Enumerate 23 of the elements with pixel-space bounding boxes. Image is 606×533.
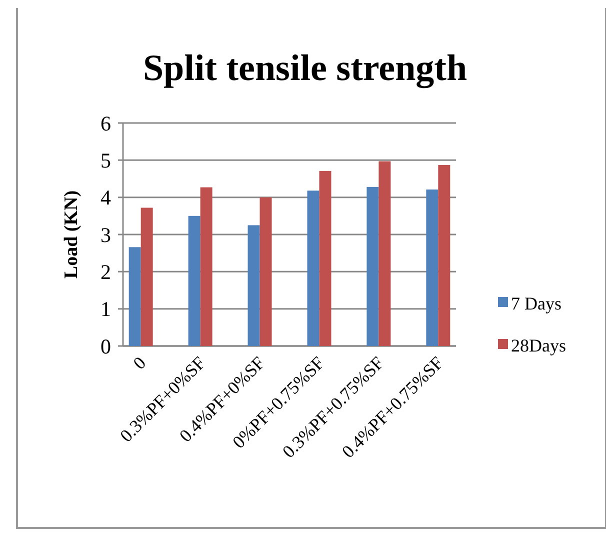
y-tick-label: 2 (100, 260, 111, 284)
y-tick-label: 6 (100, 111, 111, 136)
bar (426, 190, 438, 346)
y-tick-label: 0 (100, 334, 111, 358)
bar (248, 225, 260, 346)
legend-label: 7 Days (511, 293, 562, 314)
bar (319, 170, 332, 346)
bar (378, 161, 391, 346)
bar (307, 190, 320, 346)
y-axis-title: Load (KN) (61, 190, 82, 279)
bar (260, 197, 272, 346)
bar (438, 165, 450, 346)
legend-label: 28Days (511, 335, 566, 356)
y-tick-label: 4 (100, 186, 112, 210)
bar (366, 186, 379, 346)
bar (140, 208, 153, 346)
y-tick-label: 1 (100, 297, 111, 322)
bar (128, 247, 141, 346)
y-tick-label: 5 (100, 148, 111, 173)
bar (188, 216, 200, 346)
chart-title: Split tensile strength (142, 48, 468, 89)
bar (200, 187, 212, 346)
y-tick-label: 3 (100, 222, 111, 247)
